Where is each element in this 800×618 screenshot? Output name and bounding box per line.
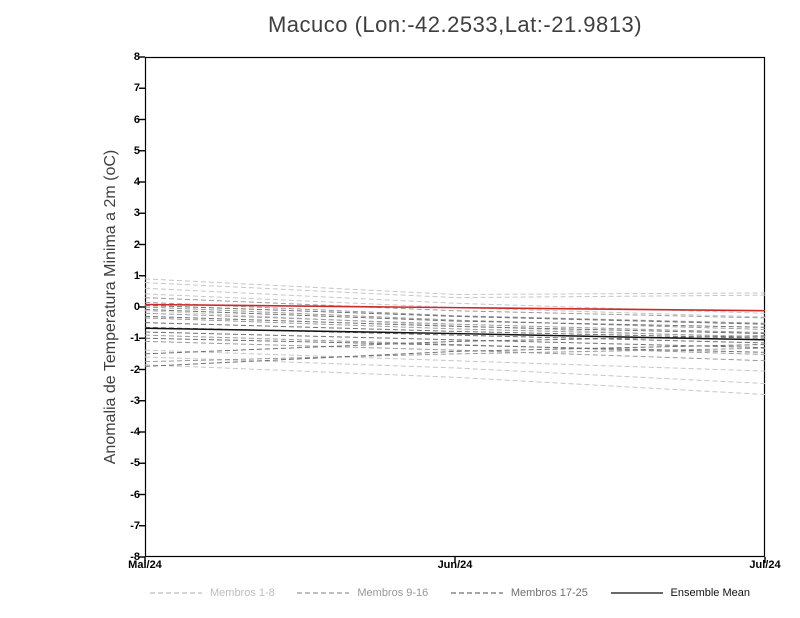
y-tick-label: 3 — [133, 207, 140, 220]
series-line — [144, 315, 766, 335]
y-tick-label: -6 — [130, 488, 140, 501]
legend: Membros 1-8 Membros 9-16 Membros 17-25 Ense… — [150, 584, 750, 602]
legend-label: Membros 9-16 — [357, 587, 429, 599]
x-tick-label: Jul/24 — [749, 559, 781, 571]
y-tick-label: 6 — [133, 113, 140, 126]
y-tick-label: 5 — [133, 144, 140, 157]
legend-line-sample — [610, 592, 663, 594]
y-tick-label: 7 — [133, 82, 140, 95]
legend-label: Ensemble Mean — [670, 587, 751, 599]
y-tick-label: 2 — [133, 238, 140, 251]
legend-line-sample — [150, 592, 202, 594]
series-line — [144, 327, 766, 341]
y-tick-label: -3 — [130, 394, 140, 407]
x-tick-label: Jun/24 — [437, 559, 473, 571]
series-line — [144, 349, 766, 372]
series-line — [144, 309, 766, 328]
legend-line-sample — [450, 592, 503, 594]
series-line — [144, 364, 766, 395]
y-tick-label: -5 — [130, 457, 140, 470]
y-tick-label: -1 — [130, 332, 140, 345]
plot-area — [139, 56, 766, 563]
y-tick-label: -2 — [130, 363, 140, 376]
series-line — [144, 337, 766, 353]
legend-item: Ensemble Mean — [610, 587, 751, 599]
series-line — [144, 347, 766, 363]
series-line — [144, 282, 766, 299]
series-line — [144, 334, 766, 355]
y-tick-label: 4 — [133, 176, 140, 188]
legend-item: Membros 17-25 — [450, 587, 588, 599]
series-line — [144, 356, 766, 385]
legend-item: Membros 1-8 — [150, 587, 275, 599]
y-tick-label: 1 — [133, 269, 140, 282]
series-line — [144, 322, 766, 339]
y-tick-label: 0 — [133, 301, 140, 313]
legend-label: Membros 17-25 — [510, 587, 588, 599]
series-line — [144, 297, 766, 319]
chart-title: Macuco (Lon:-42.2533,Lat:-21.9813) — [267, 12, 643, 37]
legend-line-sample — [297, 592, 350, 594]
series-line — [144, 344, 766, 367]
series-line — [144, 331, 766, 349]
series-line — [144, 317, 766, 338]
legend-label: Membros 1-8 — [210, 587, 275, 599]
legend-item: Membros 9-16 — [297, 587, 428, 599]
series-line — [144, 312, 766, 334]
y-tick-label: 8 — [133, 51, 140, 63]
x-tick-label: Mai/24 — [128, 559, 162, 571]
y-tick-label: -8 — [130, 551, 140, 563]
y-tick-label: -4 — [130, 426, 140, 438]
series-line — [144, 326, 766, 344]
series-line — [144, 340, 766, 362]
series-line — [144, 304, 766, 325]
y-tick-label: -7 — [130, 519, 140, 532]
series-line — [144, 278, 766, 296]
series-line — [144, 303, 766, 312]
